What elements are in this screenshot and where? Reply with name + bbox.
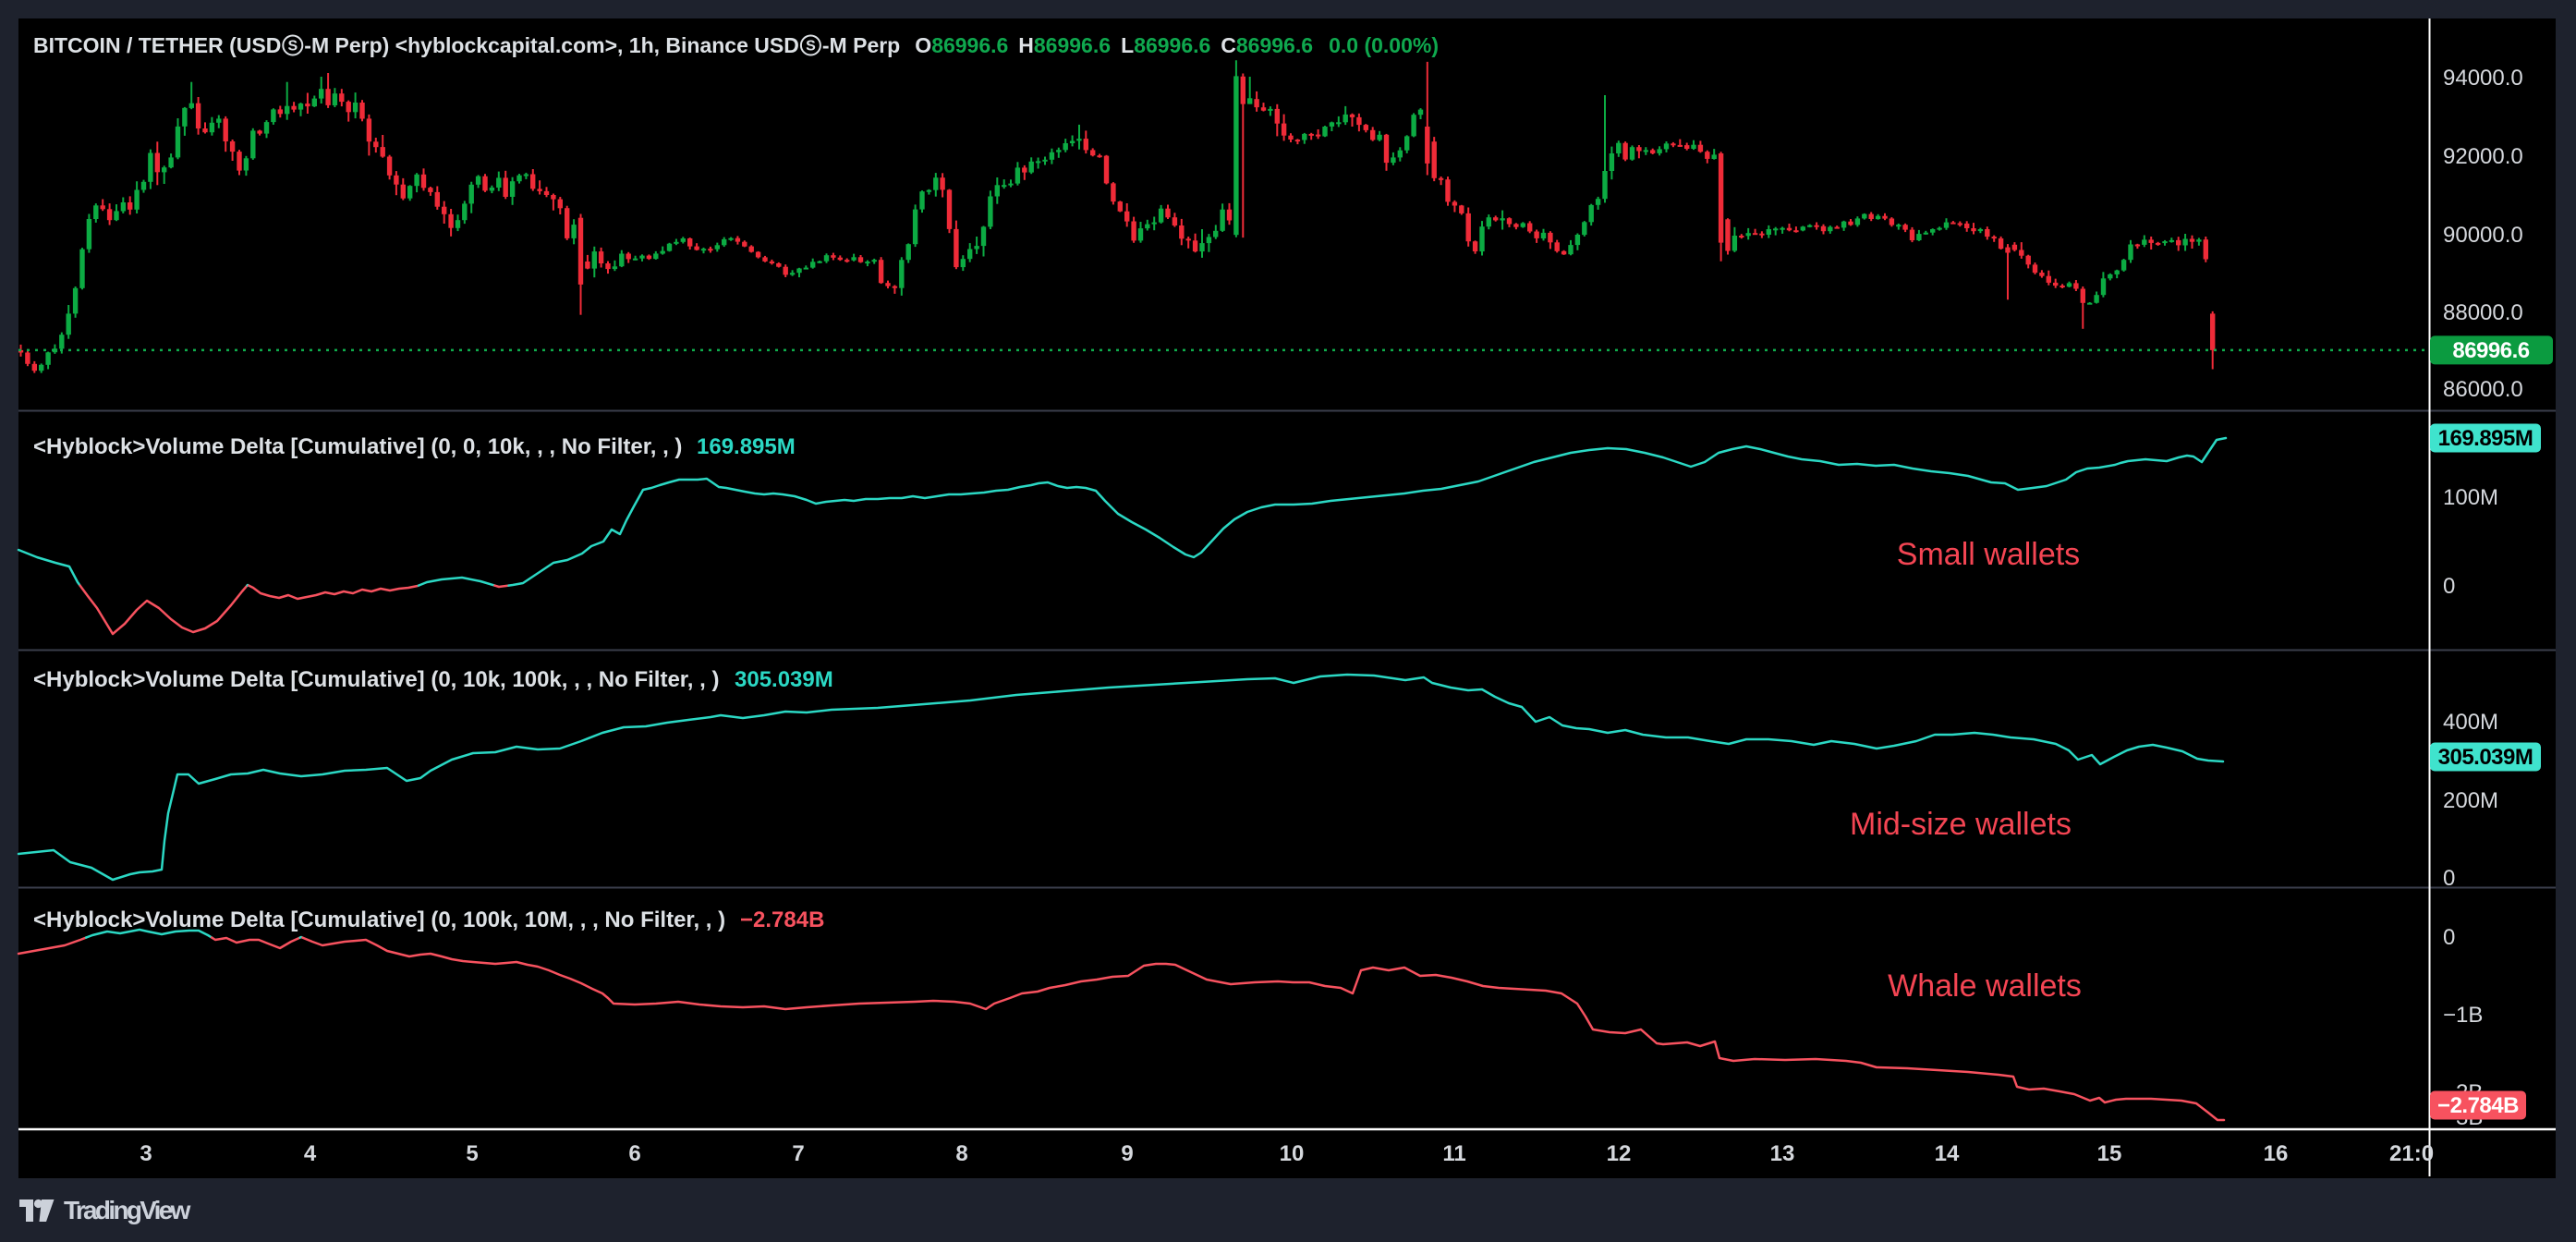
svg-text:8: 8	[955, 1141, 967, 1166]
svg-text:S: S	[287, 39, 298, 55]
svg-text:86996.6: 86996.6	[2452, 338, 2529, 363]
svg-text:S: S	[806, 39, 816, 55]
svg-text:15: 15	[2097, 1141, 2122, 1166]
svg-text:86996.6: 86996.6	[1236, 33, 1313, 57]
svg-text:−1B: −1B	[2443, 1003, 2483, 1028]
svg-text:88000.0: 88000.0	[2443, 300, 2523, 325]
svg-text:90000.0: 90000.0	[2443, 223, 2523, 248]
svg-text:<Hyblock>Volume Delta [Cumulat: <Hyblock>Volume Delta [Cumulative] (0, 1…	[33, 667, 719, 692]
svg-text:4: 4	[304, 1141, 317, 1166]
svg-text:Small wallets: Small wallets	[1897, 537, 2080, 572]
svg-text:BITCOIN / TETHER (USD: BITCOIN / TETHER (USD	[33, 33, 281, 57]
svg-text:<Hyblock>Volume Delta [Cumulat: <Hyblock>Volume Delta [Cumulative] (0, 0…	[33, 434, 682, 459]
svg-text:H: H	[1018, 33, 1034, 57]
svg-text:0: 0	[2443, 925, 2455, 950]
svg-text:200M: 200M	[2443, 788, 2498, 813]
svg-text:21:0: 21:0	[2389, 1141, 2434, 1166]
svg-text:TradingView: TradingView	[64, 1196, 191, 1224]
svg-text:0: 0	[2443, 866, 2455, 891]
svg-text:169.895M: 169.895M	[697, 434, 796, 459]
svg-text:-M Perp) <hyblockcapital.com>,: -M Perp) <hyblockcapital.com>, 1h, Binan…	[304, 33, 799, 57]
svg-text:169.895M: 169.895M	[2438, 426, 2533, 451]
svg-text:0.0 (0.00%): 0.0 (0.00%)	[1329, 33, 1439, 57]
svg-text:86996.6: 86996.6	[931, 33, 1008, 57]
svg-text:C: C	[1221, 33, 1236, 57]
svg-text:12: 12	[1607, 1141, 1632, 1166]
svg-text:−2.784B: −2.784B	[2437, 1093, 2519, 1118]
svg-text:400M: 400M	[2443, 710, 2498, 735]
svg-text:0: 0	[2443, 574, 2455, 599]
svg-text:11: 11	[1442, 1141, 1465, 1166]
svg-text:Whale wallets: Whale wallets	[1888, 968, 2082, 1004]
svg-text:−2.784B: −2.784B	[740, 907, 824, 932]
svg-text:100M: 100M	[2443, 485, 2498, 510]
svg-text:3: 3	[140, 1141, 152, 1166]
svg-text:L: L	[1121, 33, 1134, 57]
svg-text:305.039M: 305.039M	[735, 667, 833, 692]
svg-text:14: 14	[1935, 1141, 1960, 1166]
svg-text:5: 5	[466, 1141, 478, 1166]
svg-text:86996.6: 86996.6	[1134, 33, 1210, 57]
svg-text:<Hyblock>Volume Delta [Cumulat: <Hyblock>Volume Delta [Cumulative] (0, 1…	[33, 907, 725, 932]
svg-text:7: 7	[792, 1141, 804, 1166]
svg-text:94000.0: 94000.0	[2443, 66, 2523, 91]
svg-text:305.039M: 305.039M	[2438, 745, 2533, 770]
svg-text:O: O	[915, 33, 931, 57]
svg-text:6: 6	[628, 1141, 640, 1166]
svg-text:16: 16	[2264, 1141, 2289, 1166]
svg-text:92000.0: 92000.0	[2443, 144, 2523, 169]
svg-text:86996.6: 86996.6	[1034, 33, 1111, 57]
svg-text:13: 13	[1770, 1141, 1795, 1166]
svg-text:10: 10	[1280, 1141, 1305, 1166]
svg-text:Mid-size wallets: Mid-size wallets	[1850, 807, 2072, 842]
svg-text:86000.0: 86000.0	[2443, 377, 2523, 402]
svg-text:-M Perp: -M Perp	[822, 33, 900, 57]
svg-text:9: 9	[1121, 1141, 1133, 1166]
